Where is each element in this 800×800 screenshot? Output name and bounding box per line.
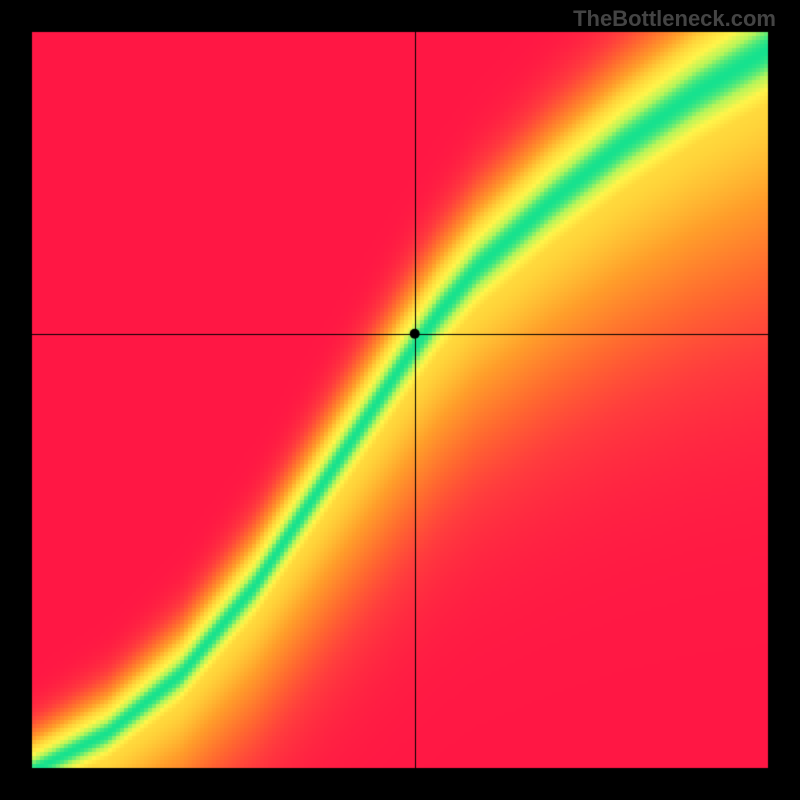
bottleneck-heatmap <box>0 0 800 800</box>
watermark-text: TheBottleneck.com <box>573 6 776 32</box>
